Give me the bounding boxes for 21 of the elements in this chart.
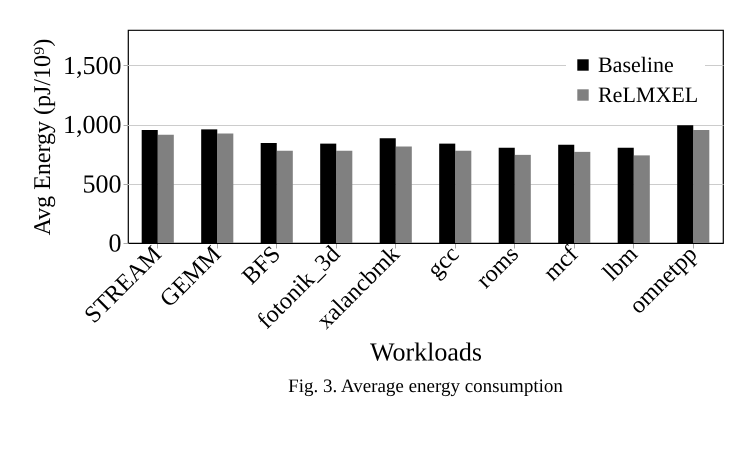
x-tick-label: gcc [422, 241, 464, 284]
y-tick-label: 1,500 [63, 51, 122, 80]
x-axis-title: Workloads [370, 337, 482, 366]
x-tick-label: roms [472, 241, 524, 294]
y-tick-label: 1,000 [63, 110, 122, 140]
legend-label: ReLMXEL [598, 82, 698, 107]
bar [455, 150, 472, 243]
bar [634, 155, 650, 243]
bar [514, 154, 531, 243]
bar [336, 150, 352, 243]
y-tick-label: 500 [82, 169, 122, 198]
bar [158, 134, 174, 243]
bar [693, 130, 710, 243]
bar [396, 146, 412, 243]
bar [276, 150, 293, 243]
legend-label: Baseline [598, 52, 674, 77]
bar [217, 134, 234, 243]
x-tick-label: mcf [538, 241, 584, 286]
caption: Fig. 3. Average energy consumption [288, 376, 564, 397]
bar [574, 152, 590, 243]
y-axis-title: Avg Energy (pJ/10⁹) [30, 38, 56, 236]
